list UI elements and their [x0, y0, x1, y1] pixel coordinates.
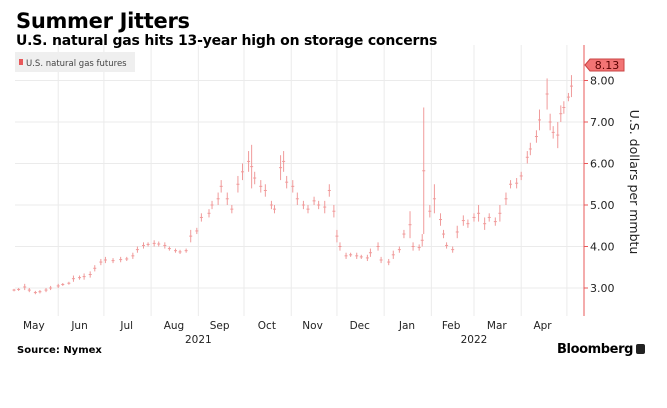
x-tick-label: Aug [164, 320, 185, 332]
y-tick-label: 7.00 [590, 116, 615, 129]
source-note: Source: Nymex [17, 345, 102, 356]
x-tick-label: May [23, 320, 45, 332]
x-tick-label: Dec [350, 320, 371, 332]
gridlines [15, 45, 584, 316]
brand-name: Bloomberg [557, 342, 634, 357]
price-series [12, 75, 573, 295]
last-value-badge-shape [584, 58, 625, 72]
y-tick-label: 8.00 [590, 75, 615, 88]
x-year-label: 2021 [185, 334, 212, 346]
x-tick-label: Jul [119, 320, 133, 332]
y-tick-label: 4.00 [590, 241, 615, 254]
chart-subtitle: U.S. natural gas hits 13-year high on st… [16, 33, 438, 49]
x-tick-label: Nov [302, 320, 323, 332]
x-tick-label: Oct [258, 320, 276, 332]
chart-title: Summer Jitters [16, 9, 190, 33]
last-value-badge: 8.13 [584, 58, 625, 72]
legend: U.S. natural gas futures [15, 52, 135, 72]
legend-swatch [19, 59, 23, 65]
x-tick-label: Feb [442, 320, 461, 332]
legend-label: U.S. natural gas futures [26, 59, 127, 69]
last-value-label: 8.13 [595, 59, 620, 72]
y-axis-ticks: 3.00 4.00 5.00 6.00 7.00 8.00 [584, 75, 615, 295]
x-axis-ticks: May Jun Jul Aug Sep Oct Nov Dec Jan Feb Mar Apr 2021… [23, 320, 552, 346]
x-tick-label: Jun [70, 320, 87, 332]
x-tick-label: Mar [487, 320, 507, 332]
x-year-label: 2022 [461, 334, 488, 346]
bloomberg-terminal-icon [636, 344, 646, 354]
legend-background [15, 52, 135, 72]
y-axis-title: U.S. dollars per mmbtu [627, 110, 642, 255]
y-tick-label: 3.00 [590, 282, 615, 295]
y-tick-label: 6.00 [590, 158, 615, 171]
x-tick-label: Sep [210, 320, 230, 332]
y-tick-label: 5.00 [590, 199, 615, 212]
x-tick-label: Jan [398, 320, 415, 332]
bloomberg-logo: Bloomberg [557, 342, 646, 357]
x-tick-label: Apr [533, 320, 552, 332]
